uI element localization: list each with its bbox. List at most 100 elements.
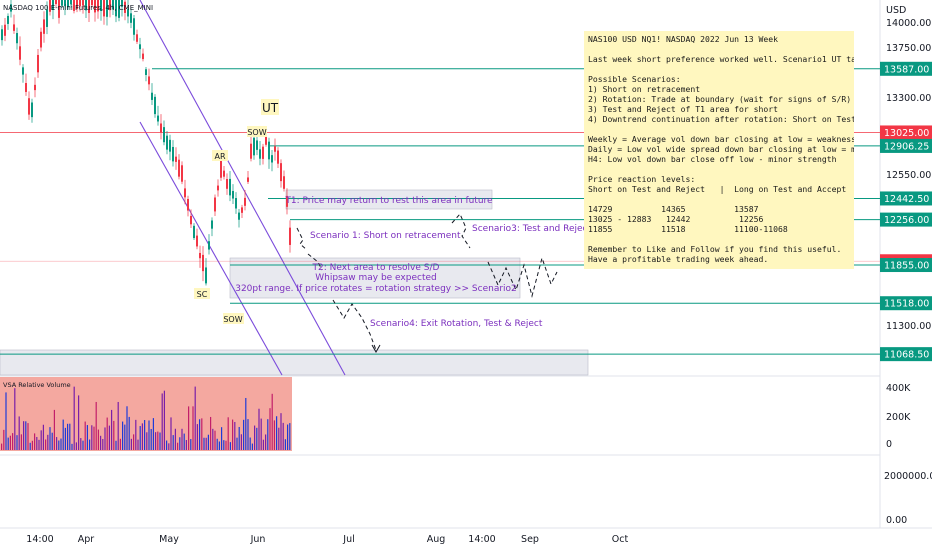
volume-bar bbox=[179, 437, 181, 450]
y-tick-13750: 13750.00 bbox=[886, 43, 931, 54]
volume-bar bbox=[267, 419, 269, 450]
volume-bar bbox=[95, 401, 97, 450]
volume-bar bbox=[139, 426, 141, 450]
volume-bar bbox=[166, 440, 168, 450]
volume-bar bbox=[36, 436, 38, 450]
note-line: Possible Scenarios: bbox=[588, 74, 681, 84]
volume-bar bbox=[163, 390, 165, 450]
volume-bar bbox=[280, 413, 282, 450]
volume-bar bbox=[73, 386, 75, 450]
note-line: 14729 14365 13587 bbox=[588, 204, 759, 214]
candle-body bbox=[148, 76, 150, 85]
volume-bar bbox=[194, 386, 196, 450]
volume-bar bbox=[128, 416, 130, 450]
volume-bar bbox=[254, 425, 256, 450]
level-tag-label: 11068.50 bbox=[884, 350, 929, 361]
candle-body bbox=[238, 212, 240, 220]
wyckoff-sow-label-2: SOW bbox=[223, 315, 242, 324]
volume-bar bbox=[177, 442, 179, 450]
volume-bar bbox=[80, 438, 82, 450]
level-tag-label: 12442.50 bbox=[884, 194, 929, 205]
volume-bar bbox=[51, 432, 53, 450]
volume-bar bbox=[135, 419, 137, 450]
candle-body bbox=[34, 84, 36, 91]
candle-body bbox=[139, 44, 141, 50]
candle-body bbox=[199, 252, 201, 259]
volume-bar bbox=[214, 430, 216, 450]
volume-bar bbox=[84, 421, 86, 450]
candle-body bbox=[265, 135, 267, 145]
candle-body bbox=[247, 177, 249, 182]
candle-body bbox=[73, 0, 75, 11]
candle-body bbox=[217, 185, 219, 191]
volume-bar bbox=[205, 437, 207, 450]
scenario-path bbox=[332, 299, 377, 351]
y-tick-14000: 14000.00 bbox=[886, 18, 931, 29]
note-line bbox=[588, 124, 850, 134]
volume-bar bbox=[236, 437, 238, 450]
volume-bar bbox=[192, 406, 194, 450]
volume-bar bbox=[251, 443, 253, 450]
volume-bar bbox=[31, 440, 33, 450]
lower-tick-0: 0.00 bbox=[886, 515, 907, 526]
note-line: Have a profitable trading week ahead. bbox=[588, 254, 769, 264]
note-line: 4) Downtrend continuation after rotation… bbox=[588, 114, 854, 124]
note-line: 13025 - 12883 12442 12256 bbox=[588, 214, 764, 224]
volume-bar bbox=[190, 439, 192, 450]
candle-body bbox=[43, 19, 45, 34]
candle-body bbox=[184, 188, 186, 198]
candle-body bbox=[157, 115, 159, 122]
volume-bar bbox=[229, 442, 231, 450]
candle-body bbox=[70, 0, 72, 5]
scenario-arrowhead bbox=[371, 344, 381, 354]
candle-body bbox=[28, 98, 30, 115]
candle-body bbox=[283, 176, 285, 189]
volume-bar bbox=[227, 417, 229, 450]
candle-body bbox=[136, 34, 138, 42]
level-tag bbox=[880, 138, 932, 153]
volume-tick-200k: 200K bbox=[886, 412, 911, 423]
volume-bar bbox=[141, 423, 143, 450]
volume-bar bbox=[150, 428, 152, 450]
candle-body bbox=[58, 0, 60, 18]
candle-body bbox=[214, 197, 216, 212]
candle-body bbox=[166, 135, 168, 150]
candle-body bbox=[112, 0, 114, 10]
volume-bar bbox=[133, 434, 135, 450]
volume-bar bbox=[161, 393, 163, 450]
volume-bar bbox=[271, 393, 273, 450]
symbol-title: NASDAQ 100 E-mini Futures, 4h, CME_MINI bbox=[3, 4, 154, 12]
volume-bar bbox=[210, 416, 212, 450]
volume-bar bbox=[278, 427, 280, 450]
candle-body bbox=[244, 197, 246, 206]
analysis-note[interactable]: NAS100 USD NQ1! NASDAQ 2022 Jun 13 Week … bbox=[584, 31, 854, 269]
volume-bar bbox=[199, 419, 201, 450]
wyckoff-sow-label: SOW bbox=[247, 128, 266, 137]
candle-body bbox=[178, 159, 180, 177]
channel-lower-line bbox=[139, 121, 283, 376]
volume-bar bbox=[216, 438, 218, 450]
candle-body bbox=[202, 254, 204, 272]
scenario-paths bbox=[296, 213, 558, 354]
candle-body bbox=[79, 0, 81, 7]
volume-bar bbox=[86, 425, 88, 450]
volume-bar bbox=[207, 434, 209, 450]
volume-bar bbox=[53, 409, 55, 450]
candle-body bbox=[121, 0, 123, 7]
volume-bar bbox=[40, 430, 42, 450]
candles bbox=[1, 0, 291, 286]
candle-body bbox=[271, 155, 273, 163]
volume-bar bbox=[5, 392, 7, 450]
volume-bar bbox=[20, 434, 22, 450]
level-tag bbox=[880, 347, 932, 362]
volume-bar bbox=[27, 423, 29, 450]
note-line: 11855 11518 11100-11068 bbox=[588, 224, 788, 234]
note-line bbox=[588, 164, 850, 174]
t2-annotation-line1: T2: Next area to resolve S/D bbox=[312, 263, 440, 273]
candle-body bbox=[31, 102, 33, 118]
level-tag bbox=[880, 125, 932, 140]
level-tag bbox=[880, 296, 932, 311]
x-tick-7: 14:00 bbox=[468, 534, 495, 545]
volume-bar bbox=[64, 427, 66, 450]
candle-body bbox=[52, 0, 54, 10]
